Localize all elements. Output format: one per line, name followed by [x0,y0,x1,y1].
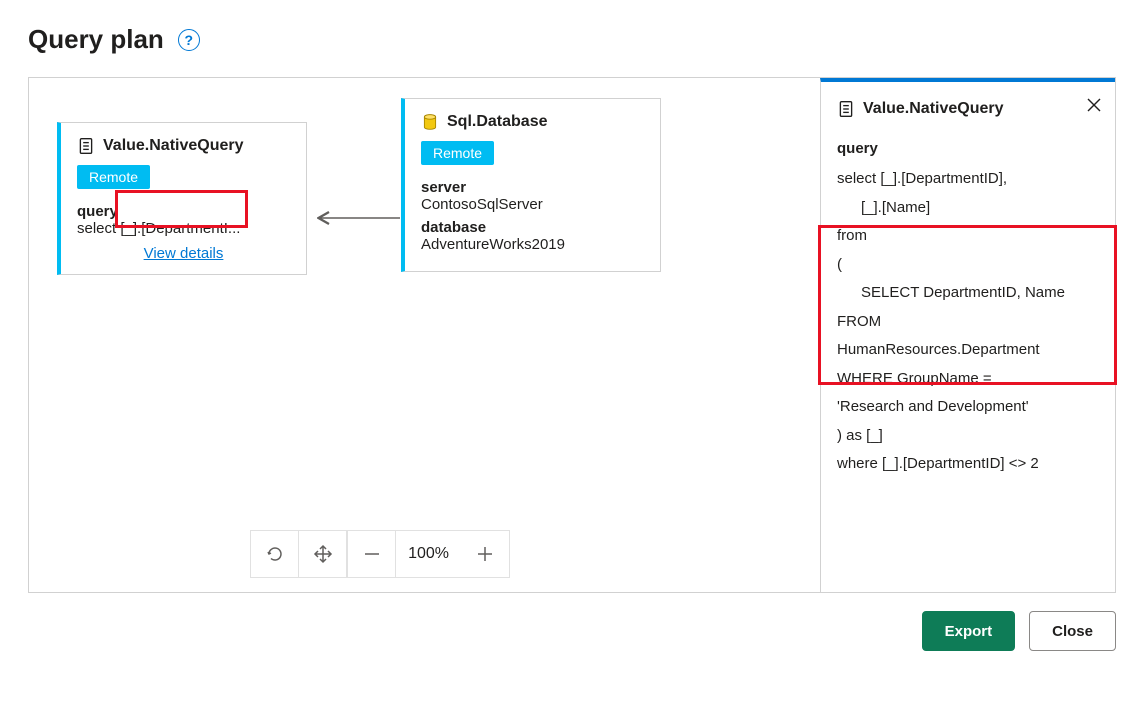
document-icon [837,100,855,118]
node-value-nativequery[interactable]: Value.NativeQuery Remote query select [_… [57,122,307,275]
node-title: Sql.Database [447,113,547,131]
remote-badge: Remote [421,141,494,165]
arrow-connector [312,208,408,228]
export-button[interactable]: Export [922,611,1016,651]
sql-line: 'Research and Development' [837,398,1029,415]
reset-icon [265,544,285,564]
reset-view-button[interactable] [251,530,299,578]
detail-query-body: select [_].[DepartmentID], [_].[Name] fr… [837,165,1099,479]
sql-line: SELECT DepartmentID, Name [837,279,1099,308]
document-icon [77,137,95,155]
server-label: server [421,179,644,196]
detail-title: Value.NativeQuery [863,100,1004,118]
detail-query-label: query [837,140,1099,157]
fit-icon [313,544,333,564]
sql-line: WHERE GroupName = [837,370,992,387]
detail-header: Value.NativeQuery [837,100,1099,118]
query-value: select [_].[DepartmentI... [77,220,290,237]
page-title: Query plan [28,24,164,55]
plus-icon [476,545,494,563]
database-label: database [421,219,644,236]
sql-line: [_].[Name] [837,194,1099,223]
sql-line: where [_].[DepartmentID] <> 2 [837,455,1039,472]
main-area: Value.NativeQuery Remote query select [_… [28,77,1116,593]
node-sql-database[interactable]: Sql.Database Remote server ContosoSqlSer… [401,98,661,272]
zoom-out-button[interactable] [348,530,396,578]
server-value: ContosoSqlServer [421,196,644,213]
query-label: query [77,203,290,220]
close-panel-button[interactable] [1087,98,1101,117]
remote-badge: Remote [77,165,150,189]
view-details-link[interactable]: View details [144,245,224,262]
sql-line: from [837,227,867,244]
node-header: Sql.Database [421,113,644,131]
minus-icon [363,545,381,563]
sql-line: FROM [837,313,881,330]
close-icon [1087,98,1101,112]
sql-line: ( [837,256,842,273]
sql-line: select [_].[DepartmentID], [837,170,1007,187]
node-title: Value.NativeQuery [103,137,244,155]
zoom-toolbar: 100% [250,530,510,578]
zoom-in-button[interactable] [461,530,509,578]
database-value: AdventureWorks2019 [421,236,644,253]
dialog-footer: Export Close [28,611,1116,651]
view-details-wrap: View details [77,245,290,262]
sql-line: ) as [_] [837,427,883,444]
database-icon [421,113,439,131]
diagram-canvas: Value.NativeQuery Remote query select [_… [29,78,820,592]
dialog-header: Query plan ? [28,24,1116,55]
close-button[interactable]: Close [1029,611,1116,651]
sql-line: HumanResources.Department [837,341,1040,358]
fit-view-button[interactable] [299,530,347,578]
detail-panel: Value.NativeQuery query select [_].[Depa… [820,78,1115,592]
node-header: Value.NativeQuery [77,137,290,155]
help-icon[interactable]: ? [178,29,200,51]
zoom-level: 100% [396,545,461,563]
